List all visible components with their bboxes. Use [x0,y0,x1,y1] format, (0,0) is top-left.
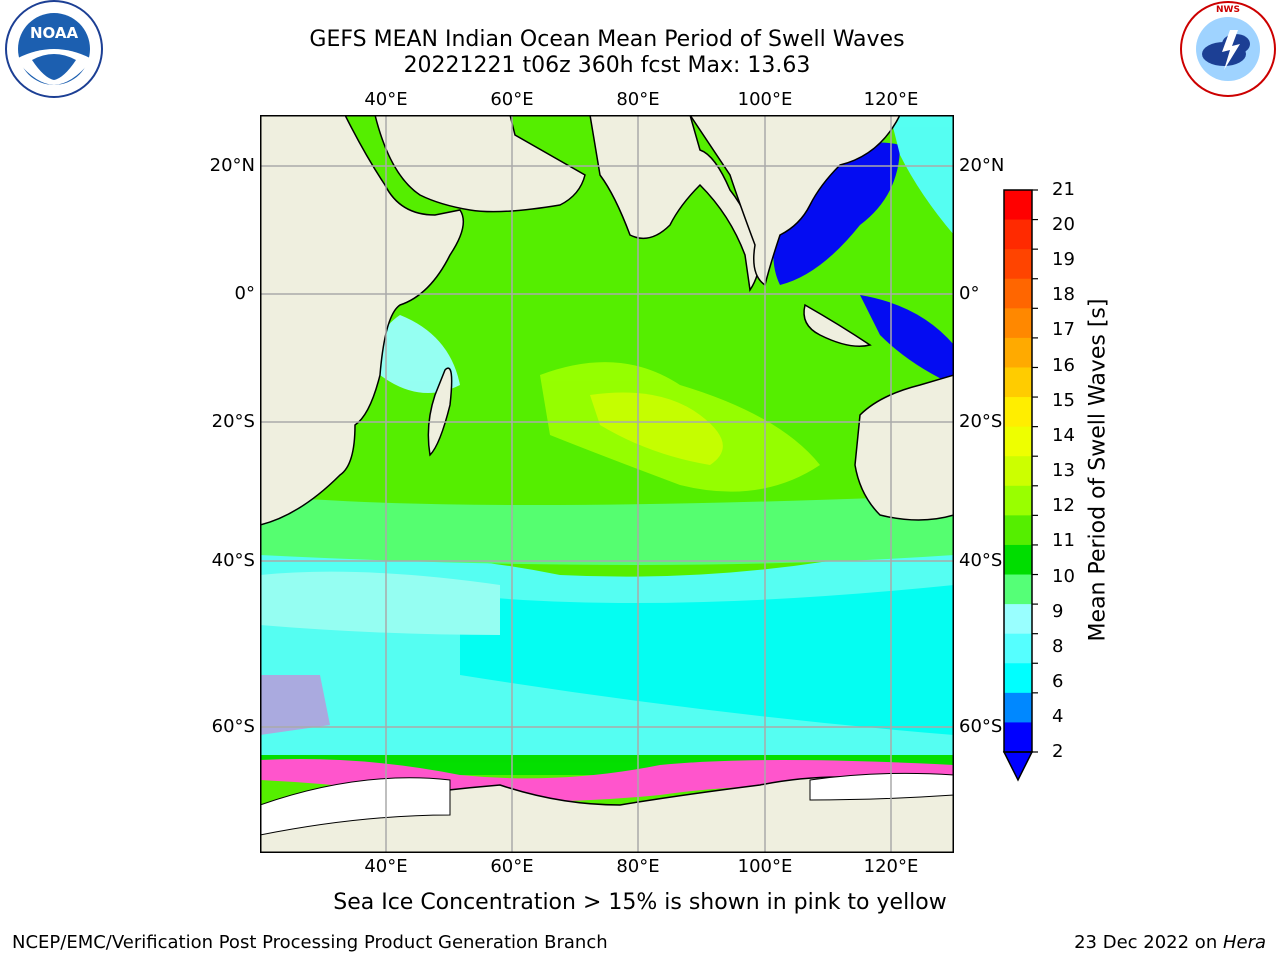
colorbar-swatch [1004,367,1032,398]
lat-tick-left: 60°S [211,716,255,737]
colorbar-label: 15 [1052,390,1075,411]
colorbar-label: 2 [1052,741,1064,762]
colorbar-label: 12 [1052,495,1075,516]
nws-logo: NWS [1180,1,1276,97]
land-asia [689,115,901,287]
colorbar-swatch [1004,426,1032,457]
colorbar-swatch [1004,278,1032,309]
lat-tick-left: 40°S [211,550,255,571]
lat-tick-right: 60°S [959,716,1003,737]
lon-tick-bottom: 80°E [616,856,660,877]
colorbar-label: 8 [1052,636,1064,657]
sea-ice-patch [260,675,330,735]
colorbar-swatch [1004,249,1032,280]
lat-tick-left: 20°S [211,411,255,432]
colorbar-label: 10 [1052,566,1075,587]
colorbar-swatch [1004,337,1032,368]
colorbar-label: 21 [1052,179,1075,200]
colorbar-swatch [1004,308,1032,339]
lon-tick-top: 40°E [364,89,408,110]
lon-tick-top: 80°E [616,89,660,110]
colorbar-label: 11 [1052,530,1075,551]
colorbar-swatch [1004,692,1032,723]
lat-tick-left: 20°N [209,155,255,176]
colorbar-label: 20 [1052,214,1075,235]
host-name: Hera [1222,932,1266,953]
colorbar-swatch [1004,604,1032,635]
colorbar-label: 9 [1052,601,1064,622]
land-indonesia [803,303,872,347]
cyan-field-patch [890,115,954,235]
map-subtitle: 20221221 t06z 360h fcst Max: 13.63 [403,53,811,78]
noaa-logo: NOAA [5,0,103,98]
map-frame [260,115,954,853]
land-australia [854,374,954,521]
colorbar-swatch [1004,633,1032,664]
producer-credit: NCEP/EMC/Verification Post Processing Pr… [12,932,608,953]
swell-field [260,115,954,775]
colorbar-swatch [1004,663,1032,694]
swell-period-map [260,115,954,853]
map-title: GEFS MEAN Indian Ocean Mean Period of Sw… [309,27,905,52]
lightcyan-field-patch [260,571,500,635]
colorbar-title: Mean Period of Swell Waves [s] [1085,298,1111,642]
colorbar-swatch [1004,190,1032,221]
colorbar-label: 13 [1052,460,1075,481]
lon-tick-bottom: 40°E [364,856,408,877]
blue-field-patch [860,295,954,385]
lon-tick-bottom: 100°E [737,856,793,877]
colorbar-swatch [1004,219,1032,250]
colorbar-swatch [1004,456,1032,487]
colorbar-label: 18 [1052,284,1075,305]
lon-tick-top: 100°E [737,89,793,110]
noaa-logo-text: NOAA [30,24,79,42]
run-date-text: 23 Dec 2022 on [1074,932,1223,953]
lat-tick-right: 0° [959,283,980,304]
colorbar-swatch [1004,515,1032,546]
sea-ice-caption: Sea Ice Concentration > 15% is shown in … [333,890,947,915]
lightgreen-field-patch [260,495,954,565]
lat-tick-left: 0° [234,283,255,304]
colorbar-label: 17 [1052,319,1075,340]
colorbar-swatch [1004,574,1032,605]
lightcyan-field-patch [377,315,460,393]
colorbar-label: 6 [1052,671,1064,692]
land-madagascar [427,367,453,457]
land-india [589,115,761,293]
run-date: 23 Dec 2022 on Hera [1074,932,1266,953]
colorbar-swatch [1004,722,1032,753]
cyan-field-patch [460,585,954,735]
colorbar-swatch [1004,397,1032,428]
lat-tick-right: 40°S [959,550,1003,571]
antarctic-ice-shelf [260,777,451,836]
lat-tick-right: 20°S [959,411,1003,432]
colorbar [1002,189,1038,782]
yellow-field-patch [590,392,723,465]
colorbar-frame [1003,189,1033,753]
graticule [260,115,954,853]
colorbar-swatch [1004,485,1032,516]
colorbar-label: 14 [1052,425,1075,446]
lon-tick-bottom: 60°E [490,856,534,877]
colorbar-under-arrow [1002,751,1034,782]
lat-tick-right: 20°N [959,155,1005,176]
antarctic-ice-shelf [809,772,954,801]
svg-text:NWS: NWS [1216,5,1240,15]
lon-tick-top: 60°E [490,89,534,110]
colorbar-label: 4 [1052,706,1064,727]
lon-tick-top: 120°E [863,89,919,110]
lon-tick-bottom: 120°E [863,856,919,877]
colorbar-swatch [1004,544,1032,576]
colorbar-label: 19 [1052,249,1075,270]
colorbar-label: 16 [1052,355,1075,376]
